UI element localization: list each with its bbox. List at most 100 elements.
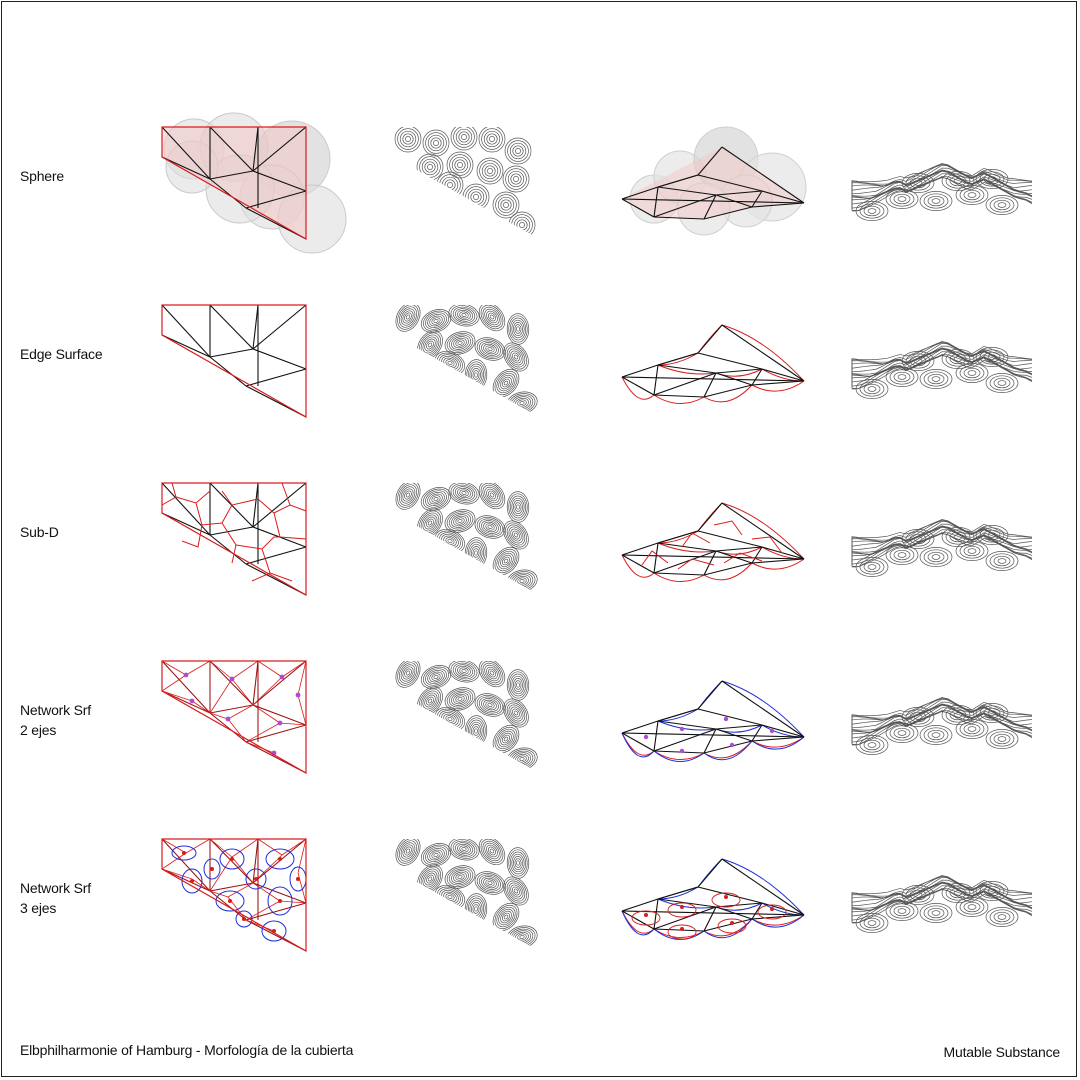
contour-ring [427, 670, 445, 684]
contour-ring [446, 510, 474, 532]
network-node [190, 879, 194, 883]
perspective-ring [923, 905, 949, 921]
axo-arch [621, 554, 655, 578]
contour-ring [402, 666, 414, 680]
contour-ring [467, 897, 485, 921]
axo-edge [721, 680, 805, 738]
contour-ring [405, 492, 411, 498]
network-node [644, 913, 648, 917]
perspective-ring [997, 736, 1007, 742]
contour-ring [431, 851, 441, 859]
network-loop [219, 848, 245, 870]
contour-group [395, 661, 538, 771]
contour-ring [451, 514, 469, 528]
perspective-ring [919, 547, 953, 567]
perspective-contour [851, 875, 1033, 917]
contour-ring [506, 747, 538, 771]
contour-ring [433, 140, 439, 146]
contour-ring [513, 856, 523, 870]
perspective-ring [867, 208, 877, 214]
contour-ring [420, 843, 452, 867]
contour-ring [482, 306, 502, 328]
contour-ring [507, 140, 529, 162]
axo-arch [751, 914, 805, 926]
contour-ring [478, 661, 506, 688]
contour-ring [486, 310, 498, 324]
contour-ring [451, 692, 469, 706]
perspective-ring [959, 721, 985, 737]
perspective-ring [987, 354, 997, 360]
contour-ring [452, 306, 476, 324]
contour-ring [512, 708, 520, 718]
axo-edge [761, 546, 805, 560]
contour-ring [478, 874, 502, 892]
contour-ring [481, 342, 499, 356]
perspective-ring [949, 353, 967, 365]
contour-ring [394, 127, 422, 153]
contour-ring [450, 661, 478, 681]
contour-ring [497, 196, 515, 214]
contour-ring [506, 569, 538, 593]
axo-edge [703, 550, 717, 576]
perspective-contour [851, 698, 1033, 740]
axo-edge [621, 910, 655, 930]
axo-edge [653, 906, 717, 930]
contour-ring [449, 154, 471, 176]
contour-ring [448, 839, 480, 861]
contour-ring [424, 516, 436, 530]
plan-edge-inner [209, 882, 254, 892]
network-loop [267, 886, 293, 916]
axo-arch-blue [621, 732, 655, 758]
contour-ring [427, 134, 445, 152]
subd-cell [221, 522, 237, 564]
subd-cell [681, 532, 711, 548]
network-node [723, 716, 729, 722]
perspective-contour [851, 701, 1033, 741]
contour-ring [503, 342, 529, 372]
contour-ring [402, 488, 414, 502]
perspective-ring [941, 171, 975, 191]
perspective-ring [909, 533, 927, 545]
plan-boundary [161, 660, 307, 775]
contour-ring [448, 512, 472, 530]
axo-arch [653, 928, 705, 938]
contour-ring [501, 378, 511, 388]
perspective-ring [863, 917, 881, 929]
contour-ring [481, 876, 499, 890]
contour-ring [498, 374, 514, 392]
network-spoke [252, 882, 281, 902]
contour-ring [397, 483, 419, 508]
contour-ring [397, 128, 419, 150]
perspective-ring [983, 173, 1001, 185]
perspective-ring [885, 723, 919, 743]
perspective-ring [913, 892, 923, 898]
axo-edge [621, 198, 655, 218]
perspective-ring [963, 367, 981, 379]
axo-arch [621, 376, 655, 400]
perspective-contour [851, 164, 1033, 205]
perspective-ring [989, 553, 1015, 569]
perspective-ring [909, 177, 927, 189]
subd-cell [677, 558, 715, 570]
perspective-ring [889, 547, 915, 563]
contour-ring [487, 668, 497, 678]
perspective-ring [889, 191, 915, 207]
network-loop [667, 902, 697, 918]
contour-ring [509, 673, 527, 697]
axo-edge [703, 562, 753, 576]
contour-ring [513, 678, 523, 692]
contour-ring [505, 522, 527, 548]
contour-ring [443, 357, 457, 369]
network-node [228, 899, 232, 903]
perspective-ring [909, 889, 927, 901]
axo-arch [703, 384, 753, 403]
contour-ring [508, 348, 524, 366]
contour-ring [422, 870, 438, 888]
contour-ring [431, 317, 441, 325]
subd-cell [221, 498, 259, 524]
contour-ring [500, 199, 512, 211]
contour-ring [448, 868, 472, 886]
contour-ring [467, 541, 485, 565]
contour-ring [457, 162, 463, 168]
plan-boundary [161, 304, 307, 419]
